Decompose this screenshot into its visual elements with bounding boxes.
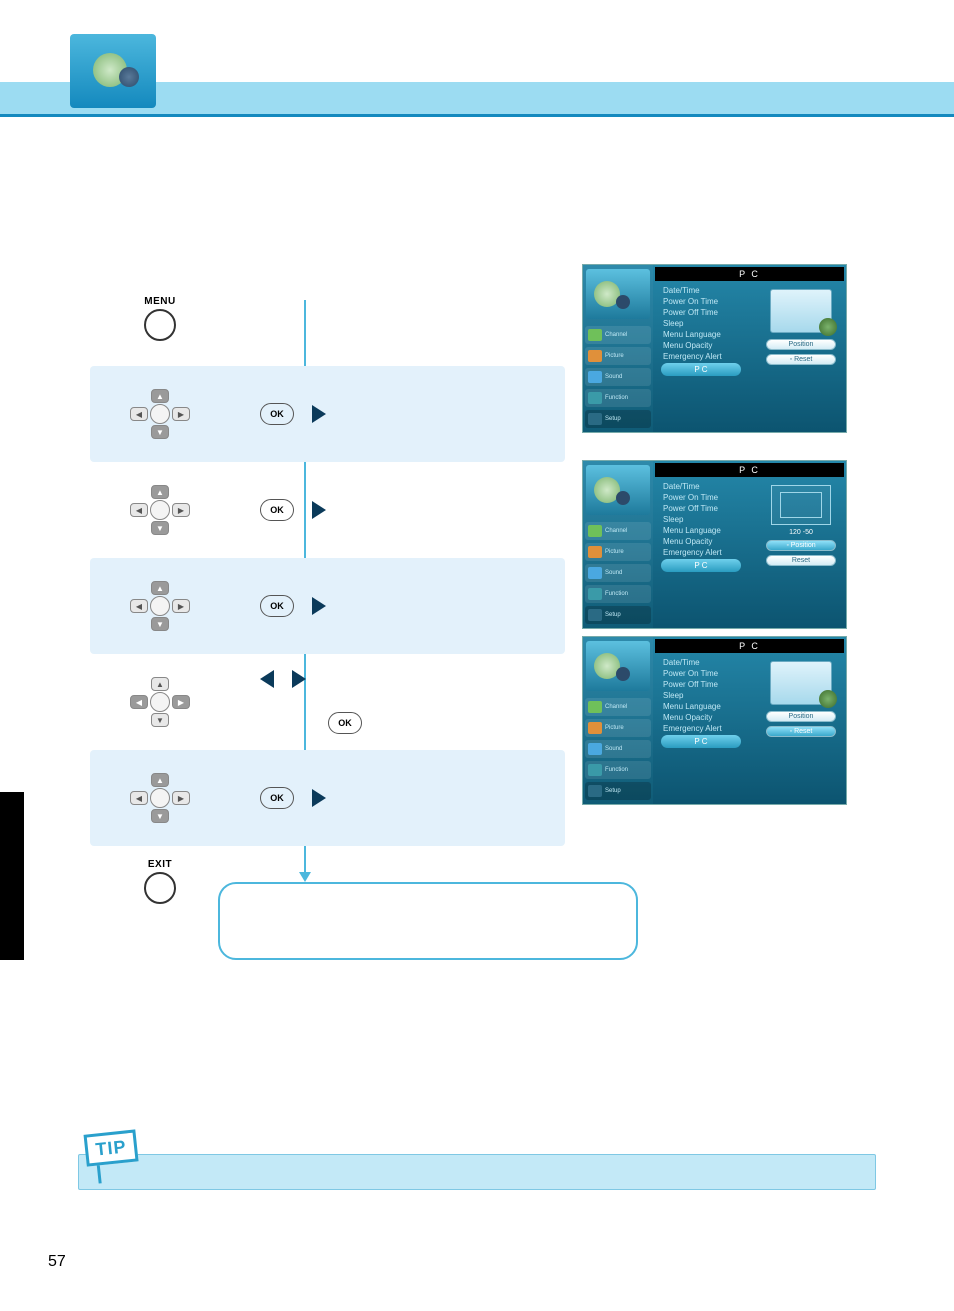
osd-soft-button: ◦ Reset xyxy=(766,726,836,737)
osd-title: P C xyxy=(655,639,844,653)
osd-side-tab: Sound xyxy=(585,564,651,582)
dpad-icon: ▲▼ ◀▶ xyxy=(128,677,192,727)
arrow-right-icon xyxy=(312,405,326,423)
osd-side-tab: Channel xyxy=(585,326,651,344)
osd-side-tab: Function xyxy=(585,761,651,779)
arrow-right-icon xyxy=(312,501,326,519)
osd-side-tab: Sound xyxy=(585,740,651,758)
osd-screenshot: ChannelPictureSoundFunctionSetupP CDate/… xyxy=(582,460,847,629)
position-diagram xyxy=(771,485,831,525)
osd-menu-item-selected: P C xyxy=(661,559,741,572)
ok-label: OK xyxy=(270,505,284,515)
position-coords: 120 -50 xyxy=(762,529,840,536)
osd-side-tab: Setup xyxy=(585,410,651,428)
osd-side-tab: Channel xyxy=(585,522,651,540)
step-menu: MENU xyxy=(90,270,565,366)
result-box xyxy=(218,882,638,960)
exit-label: EXIT xyxy=(144,859,176,870)
ok-button-icon: OK xyxy=(260,787,294,809)
ok-label: OK xyxy=(270,409,284,419)
osd-menu-item-selected: P C xyxy=(661,735,741,748)
monitor-icon xyxy=(770,289,832,333)
exit-button-icon: EXIT xyxy=(144,859,176,904)
section-tab xyxy=(0,792,24,960)
osd-soft-button: Reset xyxy=(766,555,836,566)
osd-title: P C xyxy=(655,267,844,281)
osd-soft-button: ◦ Position xyxy=(766,540,836,551)
arrow-left-icon xyxy=(260,670,274,688)
step-row: ▲▼ ◀▶ OK xyxy=(90,558,565,654)
osd-side-tab: Channel xyxy=(585,698,651,716)
osd-side-tab: Function xyxy=(585,389,651,407)
osd-side-tab: Picture xyxy=(585,719,651,737)
osd-screenshot: ChannelPictureSoundFunctionSetupP CDate/… xyxy=(582,636,847,805)
tip-band xyxy=(78,1154,876,1190)
osd-soft-button: Position xyxy=(766,711,836,722)
osd-side-tab: Sound xyxy=(585,368,651,386)
ok-button-icon: OK xyxy=(328,712,362,734)
dpad-icon: ▲▼ ◀▶ xyxy=(128,485,192,535)
osd-title: P C xyxy=(655,463,844,477)
dpad-icon: ▲▼ ◀▶ xyxy=(128,773,192,823)
ok-label: OK xyxy=(338,718,352,728)
dpad-icon: ▲▼ ◀▶ xyxy=(128,389,192,439)
osd-side-tab: Picture xyxy=(585,543,651,561)
step-row: ▲▼ ◀▶ OK xyxy=(90,366,565,462)
ok-label: OK xyxy=(270,601,284,611)
ok-button-icon: OK xyxy=(260,403,294,425)
arrow-right-icon xyxy=(312,597,326,615)
osd-side-tab: Function xyxy=(585,585,651,603)
page-number: 57 xyxy=(48,1253,66,1271)
step-row: ▲▼ ◀▶ OK xyxy=(90,654,565,750)
menu-label: MENU xyxy=(144,296,176,307)
step-list: MENU ▲▼ ◀▶ OK ▲▼ ◀▶ OK xyxy=(90,270,565,916)
ok-button-icon: OK xyxy=(260,595,294,617)
arrow-right-icon xyxy=(292,670,306,688)
osd-side-tab: Setup xyxy=(585,606,651,624)
ok-label: OK xyxy=(270,793,284,803)
arrow-right-icon xyxy=(312,789,326,807)
osd-soft-button: Position xyxy=(766,339,836,350)
tip-label: TIP xyxy=(95,1136,128,1160)
step-row: ▲▼ ◀▶ OK xyxy=(90,462,565,558)
step-row: ▲▼ ◀▶ OK xyxy=(90,750,565,846)
menu-button-icon: MENU xyxy=(144,296,176,341)
monitor-icon xyxy=(770,661,832,705)
tip-badge: TIP xyxy=(84,1129,141,1184)
ok-button-icon: OK xyxy=(260,499,294,521)
osd-menu-item-selected: P C xyxy=(661,363,741,376)
osd-side-tab: Picture xyxy=(585,347,651,365)
osd-soft-button: ◦ Reset xyxy=(766,354,836,365)
osd-side-tab: Setup xyxy=(585,782,651,800)
osd-screenshot: ChannelPictureSoundFunctionSetupP CDate/… xyxy=(582,264,847,433)
dpad-icon: ▲▼ ◀▶ xyxy=(128,581,192,631)
settings-gears-icon xyxy=(70,34,156,108)
